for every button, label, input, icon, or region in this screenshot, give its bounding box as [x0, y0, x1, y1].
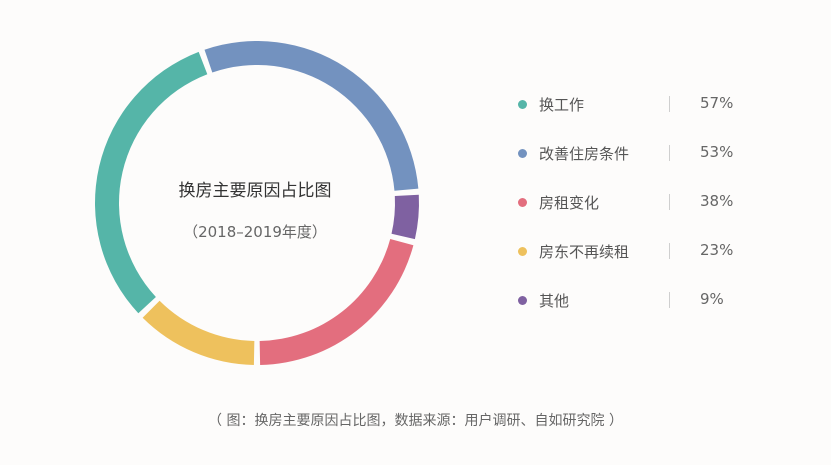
donut-slice	[94, 51, 208, 314]
legend-separator	[669, 145, 670, 161]
donut-slice	[142, 300, 255, 365]
legend-separator	[669, 292, 670, 308]
legend: 换工作 57% 改善住房条件 53% 房租变化 38% 房东不再续租 23% 其…	[514, 84, 814, 329]
legend-dot	[518, 198, 527, 207]
legend-item: 改善住房条件 53%	[514, 133, 814, 182]
legend-separator	[669, 194, 670, 210]
legend-value: 9%	[700, 290, 724, 308]
legend-value: 23%	[700, 241, 734, 259]
legend-dot	[518, 247, 527, 256]
chart-subtitle: （2018–2019年度）	[183, 223, 327, 241]
legend-label: 房东不再续租	[539, 243, 630, 261]
legend-value: 53%	[700, 143, 734, 161]
legend-value: 38%	[700, 192, 734, 210]
legend-separator	[669, 243, 670, 259]
legend-item: 其他 9%	[514, 280, 814, 329]
donut-slice	[204, 40, 419, 191]
chart-title: 换房主要原因占比图	[178, 181, 332, 201]
legend-dot	[518, 149, 527, 158]
legend-item: 房东不再续租 23%	[514, 231, 814, 280]
legend-value: 57%	[700, 94, 734, 112]
legend-label: 改善住房条件	[539, 145, 630, 163]
legend-label: 其他	[539, 292, 570, 310]
legend-label: 房租变化	[539, 194, 600, 212]
legend-item: 房租变化 38%	[514, 182, 814, 231]
figure-caption: （ 图：换房主要原因占比图，数据来源：用户调研、自如研究院 ）	[208, 413, 623, 429]
legend-item: 换工作 57%	[514, 84, 814, 133]
donut-slice	[259, 238, 414, 365]
donut-chart	[94, 40, 419, 365]
legend-separator	[669, 96, 670, 112]
legend-label: 换工作	[539, 96, 585, 114]
donut-slice	[391, 194, 419, 240]
legend-dot	[518, 100, 527, 109]
legend-dot	[518, 296, 527, 305]
